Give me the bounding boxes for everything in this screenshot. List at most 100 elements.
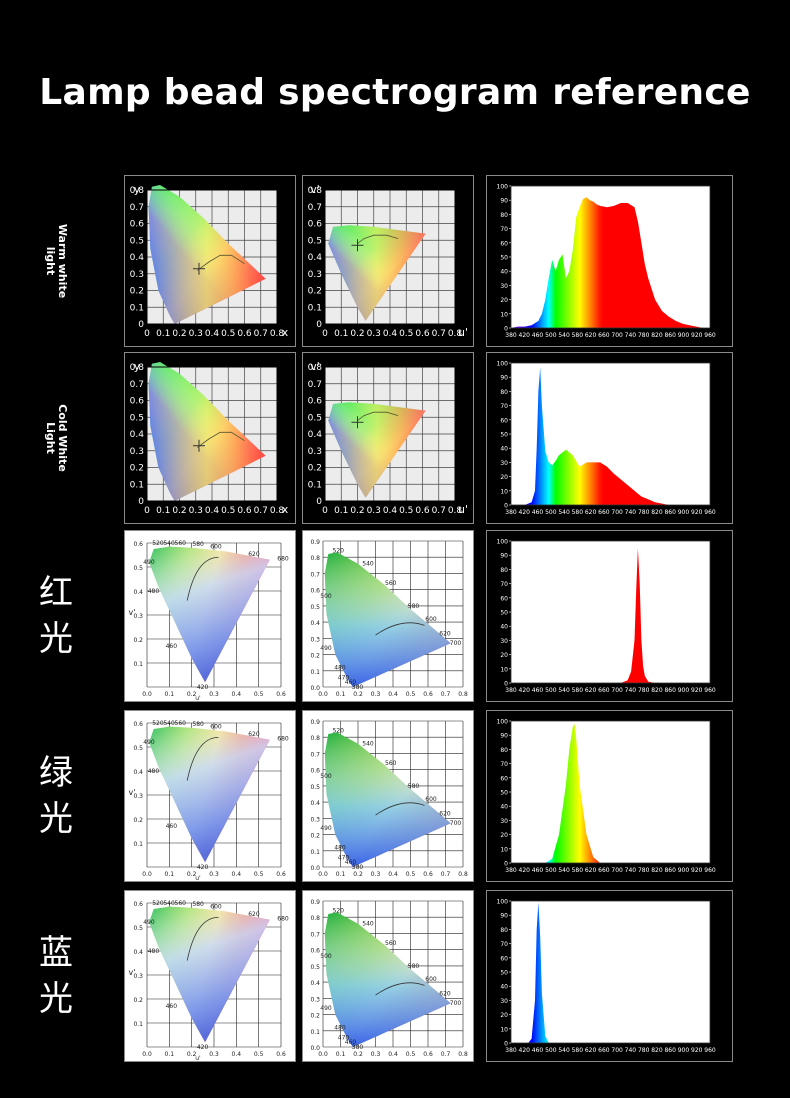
wavelength-label: 580: [408, 963, 420, 970]
y-tick-label: 80: [500, 567, 508, 574]
x-tick-label: 500: [545, 1047, 557, 1054]
spectrum-chart: 0 10 20 30 40 50 60 70 80 90 100 380 420 460 500 540 580…: [497, 899, 716, 1055]
wavelength-label: 420: [197, 1044, 209, 1051]
cie-xy-diagram: 0.80.70.60.50.40.30.20.100 0.1 0.2 0.3 0.4 0.…: [125, 176, 295, 346]
x-tick-label: 0.6: [237, 329, 252, 339]
x-tick-label: 0.8: [448, 506, 463, 516]
wavelength-label: 470: [338, 674, 350, 681]
wavelength-label: 480: [148, 768, 160, 775]
x-tick-label: 620: [585, 867, 597, 874]
x-tick-label: 0.4: [232, 871, 242, 878]
wavelength-label: 480: [334, 845, 346, 852]
x-tick-label: 700: [611, 332, 623, 339]
x-tick-label: 0.6: [415, 506, 430, 516]
wavelength-label: 380: [352, 684, 364, 691]
spectrum-point: [593, 201, 594, 202]
spectrum-area: [511, 548, 656, 683]
row-label-text: 蓝光: [39, 933, 73, 1019]
x-tick-label: 960: [704, 687, 716, 694]
spectrum-point: [648, 681, 649, 682]
spectrum-point: [541, 313, 542, 314]
x-tick-label: 0.4: [232, 691, 242, 698]
wavelength-label: 470: [338, 854, 350, 861]
spectrum-area: [511, 367, 669, 505]
x-tick-label: 460: [532, 1047, 544, 1054]
y-tick-label: 0.7: [310, 931, 320, 938]
spectrum-point: [586, 462, 587, 463]
y-tick-label: 0.9: [310, 719, 320, 726]
spectrum-point: [637, 221, 638, 222]
wavelength-label: 490: [143, 559, 155, 566]
wavelength-label: 600: [210, 544, 222, 551]
y-tick-label: 80: [500, 212, 508, 219]
y-tick-label: 0: [316, 320, 322, 330]
x-tick-label: 0.5: [399, 329, 413, 339]
x-tick-label: 580: [572, 332, 584, 339]
x-tick-label: 0.8: [458, 1051, 468, 1058]
x-tick-label: 500: [545, 687, 557, 694]
y-tick-label: 10: [500, 488, 508, 495]
y-tick-label: 40: [500, 446, 508, 453]
spectrum-point: [579, 784, 580, 785]
spectrum-point: [600, 205, 601, 206]
wavelength-label: 620: [248, 731, 260, 738]
wavelength-label: 580: [192, 541, 204, 548]
x-tick-label: 420: [519, 1047, 531, 1054]
row-label-text: Cold White Light: [44, 404, 69, 472]
y-tick-label: 100: [497, 719, 509, 726]
y-tick-label: 0.4: [130, 430, 145, 440]
x-tick-label: 660: [598, 332, 610, 339]
y-tick-label: 0.3: [308, 270, 322, 280]
x-tick-label: 0.3: [189, 329, 203, 339]
y-tick-label: 0.4: [310, 620, 320, 627]
planckian-locus: [186, 557, 219, 601]
y-tick-label: 0.8: [310, 555, 320, 562]
y-tick-label: 0.2: [130, 287, 144, 297]
x-tick-label: 700: [611, 687, 623, 694]
x-tick-label: 960: [704, 332, 716, 339]
y-tick-label: 0.0: [310, 685, 320, 692]
wavelength-label: 540: [362, 561, 374, 568]
x-tick-label: 780: [638, 332, 650, 339]
spectrum-point: [552, 858, 553, 859]
spectrum-point: [607, 466, 608, 467]
wavelength-label: 520: [333, 908, 345, 915]
y-tick-label: 60: [500, 775, 508, 782]
y-tick-label: 20: [500, 652, 508, 659]
wavelength-label: 520: [152, 900, 164, 907]
planckian-locus: [357, 411, 399, 421]
x-tick-label: 0.5: [406, 691, 416, 698]
y-tick-label: 100: [497, 539, 509, 546]
y-tick-label: 0.7: [310, 751, 320, 758]
spectrum-point: [675, 320, 676, 321]
spectrum-point: [586, 197, 587, 198]
wavelength-label: 470: [338, 1034, 350, 1041]
spectrum-area: [511, 197, 704, 328]
wavelength-label: 680: [277, 556, 289, 563]
x-tick-label: 0.1: [334, 329, 348, 339]
x-tick-label: 0.2: [187, 691, 197, 698]
gamut-region: [149, 726, 270, 863]
x-tick-label: 0.6: [276, 871, 286, 878]
y-tick-label: 0.3: [133, 973, 143, 980]
x-tick-label: 420: [519, 687, 531, 694]
spectrum-point: [641, 242, 642, 243]
x-axis-label: x: [282, 503, 289, 516]
gamut-region: [328, 402, 426, 498]
y-tick-label: 0.6: [133, 541, 143, 548]
x-tick-label: 0.2: [187, 1051, 197, 1058]
x-tick-label: 740: [625, 509, 637, 516]
x-tick-label: 0.2: [353, 1051, 363, 1058]
gamut-region: [324, 552, 451, 687]
y-axis-label: v': [310, 360, 320, 373]
spectrum-point: [661, 503, 662, 504]
cie-panel: 0.8 0.7 0.6 0.5 0.4 0.3 0.2 0.1 0 0 0.1 0.2 0.3 0.4 0.…: [302, 175, 474, 347]
spectrum-point: [565, 784, 566, 785]
wavelength-label: 520: [152, 720, 164, 727]
x-tick-label: 0.6: [423, 871, 433, 878]
x-tick-label: 920: [691, 867, 703, 874]
spectrum-point: [524, 326, 525, 327]
x-tick-label: 0.8: [448, 329, 463, 339]
y-tick-label: 0.3: [310, 816, 320, 823]
y-tick-label: 40: [500, 269, 508, 276]
